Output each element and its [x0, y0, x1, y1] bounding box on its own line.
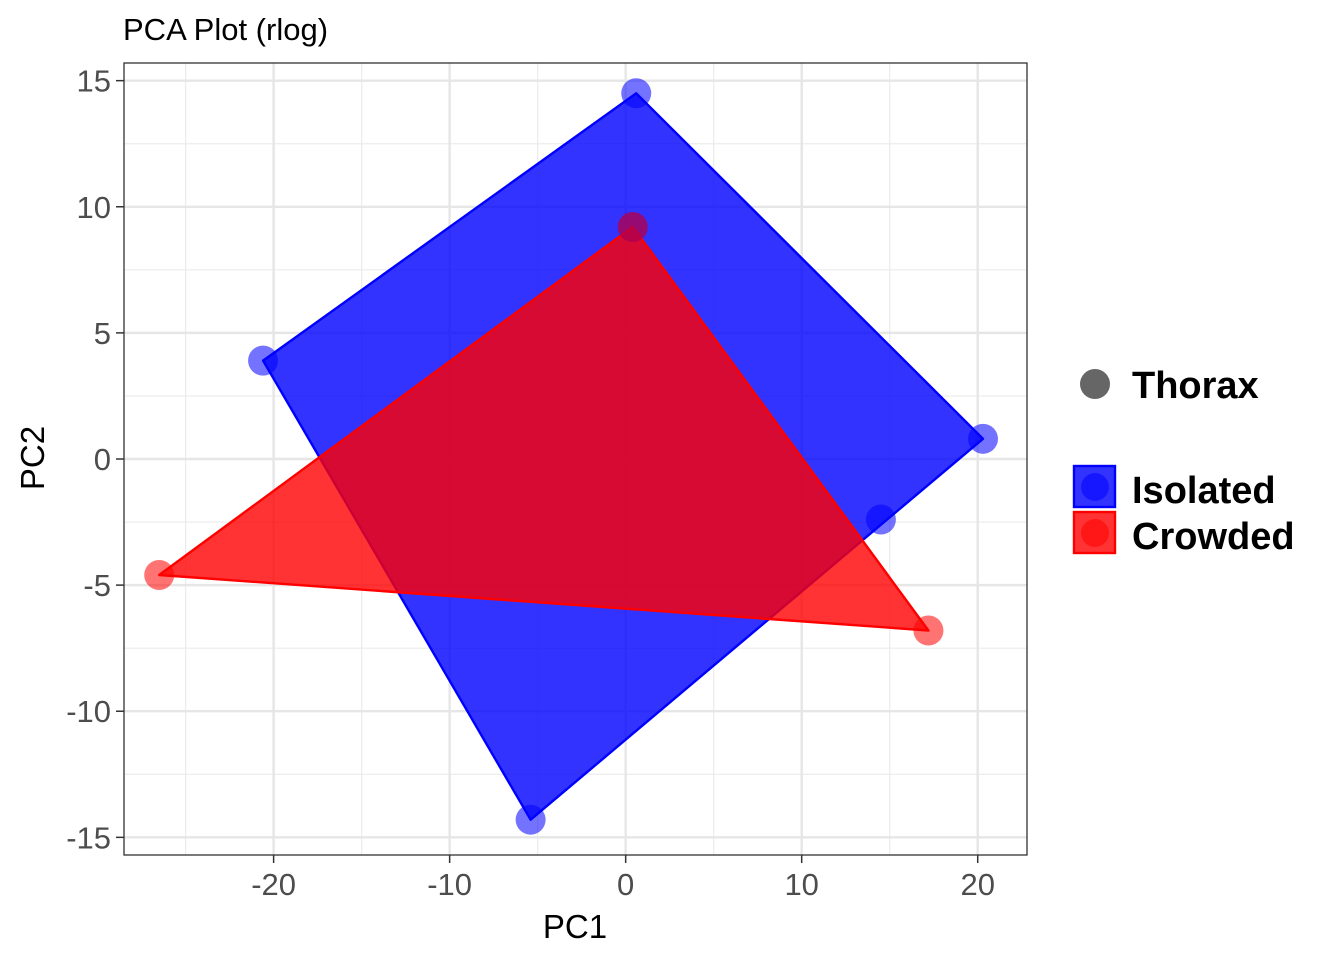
y-tick-label: 10: [77, 190, 111, 225]
legend-label-isolated: Isolated: [1132, 470, 1276, 512]
x-tick-label: 20: [960, 867, 994, 902]
y-tick-label: 0: [94, 442, 111, 477]
y-tick-label: -10: [66, 694, 111, 729]
x-tick-label: 10: [784, 867, 818, 902]
point-isolated: [865, 504, 896, 535]
legend-shape-key: [1080, 369, 1110, 399]
point-isolated: [967, 423, 998, 454]
x-tick-label: -10: [427, 867, 472, 902]
legend-shape-label: Thorax: [1132, 365, 1259, 407]
x-tick-label: -20: [251, 867, 296, 902]
point-isolated: [248, 345, 279, 376]
y-tick-label: -5: [83, 568, 111, 603]
data-points: [144, 78, 998, 835]
chart-title: PCA Plot (rlog): [123, 12, 328, 47]
x-axis-title: PC1: [543, 908, 607, 945]
y-tick-label: 15: [77, 64, 111, 99]
legend-key-point-crowded: [1081, 519, 1109, 547]
y-tick-label: -15: [66, 820, 111, 855]
hull-crowded: [157, 225, 930, 632]
point-crowded: [913, 615, 944, 646]
x-tick-label: 0: [617, 867, 634, 902]
point-crowded: [617, 211, 648, 242]
legend-key-point-isolated: [1081, 473, 1109, 501]
point-isolated: [515, 804, 546, 835]
y-tick-label: 5: [94, 316, 111, 351]
y-axis-title: PC2: [14, 426, 51, 490]
axis-ticks: -20 -10 0 10 20 -15 -10 -5 0 5 10 15: [66, 64, 995, 902]
point-crowded: [144, 560, 175, 591]
legend-label-crowded: Crowded: [1132, 516, 1295, 558]
point-isolated: [621, 78, 652, 109]
